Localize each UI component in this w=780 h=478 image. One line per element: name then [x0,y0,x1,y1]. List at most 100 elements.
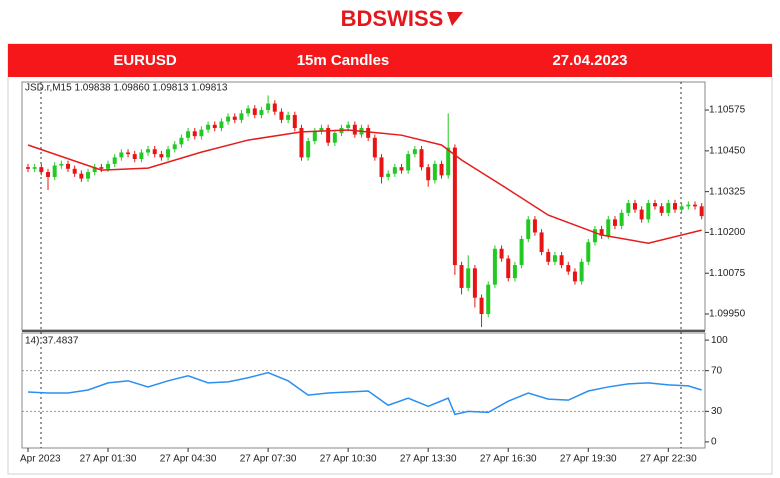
logo-arrow [447,12,463,26]
candle-body [352,124,357,135]
candle-body [586,242,591,262]
symbol: EURUSD [113,52,177,69]
moving-average [27,129,702,244]
candle-body [39,167,44,173]
rsi-tick-label: 30 [711,406,723,417]
candle-body [272,103,277,112]
y-tick-label: 1.10325 [709,186,746,197]
candle-body [446,147,451,176]
candle-body [299,128,304,158]
candle-body [166,149,171,158]
x-tick-label: 27 Apr 16:30 [480,454,537,465]
rsi-tick-label: 0 [711,437,717,448]
candle-body [466,268,471,288]
candle-body [386,173,391,177]
x-tick-label: 27 Apr 13:30 [400,454,457,465]
candle-body [552,255,557,262]
candle-body [119,152,124,158]
timeframe: 15m Candles [297,52,390,69]
candle-body [472,268,477,298]
candle-body [419,149,424,168]
candle-body [566,265,571,272]
candle-body [239,113,244,120]
candle-body [639,209,644,220]
candle-body [186,131,191,138]
candle-body [212,124,217,129]
rsi-tick-label: 100 [711,335,728,346]
candle-body [526,219,531,239]
candle-body [346,124,351,129]
candle-body [666,203,671,213]
candle-body [392,167,397,174]
candle-body [306,141,311,158]
candle-body [52,165,57,177]
candle-body [66,163,71,169]
y-tick-label: 1.10200 [709,227,746,238]
info-line: JSD.r,M15 1.09838 1.09860 1.09813 1.0981… [25,83,228,94]
candle-body [172,144,177,150]
candle-body [646,203,651,220]
candle-body [459,265,464,288]
date: 27.04.2023 [552,52,627,69]
price-panel [21,81,706,331]
candle-body [79,173,84,179]
candle-body [372,137,377,158]
candle-body [546,252,551,262]
candle-body [92,167,97,173]
candle-body [106,163,111,169]
candle-body [412,149,417,155]
candle-body [279,111,284,120]
candle-body [379,157,384,177]
candle-body [32,167,37,169]
candle-body [652,203,657,207]
candle-body [99,167,104,169]
candle-body [499,248,504,259]
candle-body [59,163,64,166]
candle-body [126,152,131,155]
x-tick-label: Apr 2023 [20,454,61,465]
candle-body [319,128,324,132]
candle-body [132,154,137,160]
candle-body [572,271,577,282]
candle-body [259,110,264,115]
rsi-label: 14) 37.4837 [25,336,79,347]
candle-body [226,116,231,122]
rsi-tick-label: 70 [711,365,723,376]
x-tick-label: 27 Apr 01:30 [80,454,137,465]
candle-body [406,154,411,171]
candle-body [686,204,691,207]
candle-body [479,297,484,315]
candle-body [492,248,497,285]
candle-body [506,258,511,279]
candle-body [252,108,257,115]
candle-body [46,172,51,177]
candle-body [26,167,30,169]
candle-body [606,219,611,236]
candle-body [146,149,151,153]
y-tick-label: 1.10075 [709,268,746,279]
candle-body [86,172,91,179]
candle-body [199,129,204,137]
candle-body [452,147,457,266]
candle-body [672,203,677,210]
candle-body [192,131,197,137]
header-bar [8,44,772,77]
candle-body [426,167,431,181]
candle-body [626,203,631,213]
candle-body [659,206,664,213]
candle-body [512,265,517,279]
candle-body [612,219,617,226]
candle-body [559,255,564,266]
candle-body [679,206,684,210]
x-tick-label: 27 Apr 04:30 [160,454,217,465]
candle-body [292,114,297,129]
x-tick-label: 27 Apr 10:30 [320,454,377,465]
candle-body [206,124,211,130]
candle-body [519,238,524,266]
candle-body [599,229,604,236]
candle-body [432,163,437,181]
candle-body [619,212,624,226]
candle-body [266,103,271,111]
y-tick-label: 1.09950 [709,309,746,320]
